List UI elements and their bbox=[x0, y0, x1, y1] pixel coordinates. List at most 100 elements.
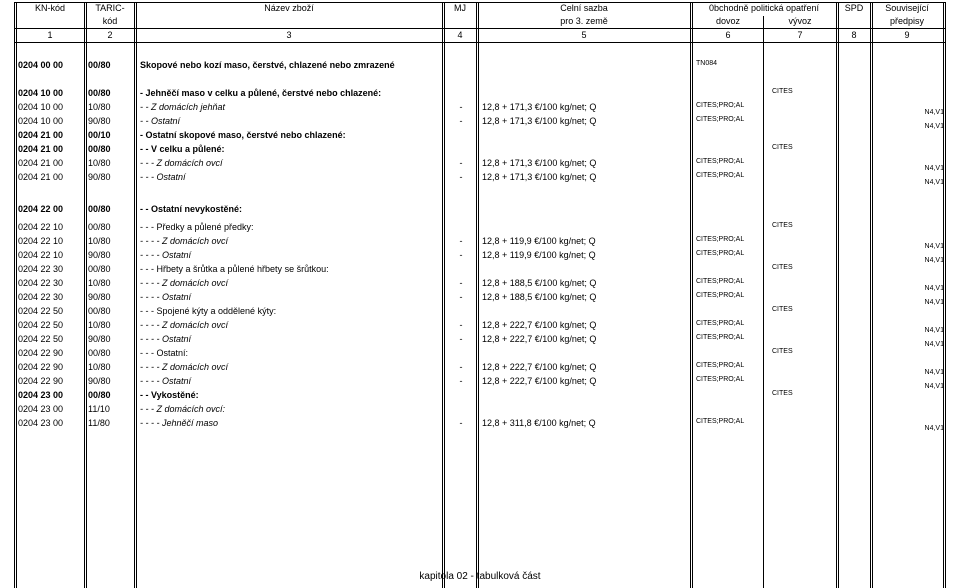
cell-taric: 00/80 bbox=[88, 88, 136, 98]
cell-mj: - bbox=[446, 236, 476, 246]
hdr-souv-sub: předpisy bbox=[872, 16, 942, 26]
col-div-7 bbox=[870, 2, 871, 42]
cell-souv: N4,V1 bbox=[880, 341, 944, 348]
table-row: 0204 22 1000/80- - - Předky a půlené pře… bbox=[14, 222, 946, 236]
hdr-mj: MJ bbox=[446, 3, 474, 13]
table-body: 0204 00 0000/80Skopové nebo kozí maso, č… bbox=[14, 60, 946, 560]
cell-souv: N4,V1 bbox=[880, 285, 944, 292]
cell-souv: N4,V1 bbox=[880, 109, 944, 116]
cell-taric: 10/80 bbox=[88, 158, 136, 168]
cell-taric: 90/80 bbox=[88, 250, 136, 260]
cell-text: - - - - Z domácích ovcí bbox=[140, 278, 446, 288]
table-row: 0204 22 5090/80- - - - Ostatní-12,8 + 22… bbox=[14, 334, 946, 348]
cell-taric: 10/80 bbox=[88, 102, 136, 112]
cell-value: 12,8 + 311,8 €/100 kg/net; Q bbox=[482, 418, 694, 428]
cell-taric: 90/80 bbox=[88, 292, 136, 302]
cell-taric: 90/80 bbox=[88, 376, 136, 386]
cell-kn: 0204 21 00 bbox=[18, 130, 84, 140]
cell-text: - - - - Z domácích ovcí bbox=[140, 362, 446, 372]
table-row: 0204 21 0000/80- - V celku a půlené:CITE… bbox=[14, 144, 946, 158]
cell-souv: N4,V1 bbox=[880, 369, 944, 376]
cell-souv: N4,V1 bbox=[880, 327, 944, 334]
cell-text: - - Ostatní nevykostěné: bbox=[140, 204, 446, 214]
cell-text: - - - - Ostatní bbox=[140, 292, 446, 302]
cell-mj: - bbox=[446, 102, 476, 112]
cell-kn: 0204 22 90 bbox=[18, 376, 84, 386]
table-row: 0204 22 3010/80- - - - Z domácích ovcí-1… bbox=[14, 278, 946, 292]
cell-dovoz: TN084 bbox=[696, 60, 768, 67]
table-row: 0204 23 0000/80- - Vykostěné:CITES bbox=[14, 390, 946, 404]
cell-kn: 0204 23 00 bbox=[18, 418, 84, 428]
cell-dovoz: CITES;PRO;AL bbox=[696, 334, 768, 341]
hdr-taric-sub: kód bbox=[88, 16, 132, 26]
cell-souv: N4,V1 bbox=[880, 123, 944, 130]
cell-value: 12,8 + 171,3 €/100 kg/net; Q bbox=[482, 172, 694, 182]
table-row: 0204 22 9010/80- - - - Z domácích ovcí-1… bbox=[14, 362, 946, 376]
cell-mj: - bbox=[446, 172, 476, 182]
cell-kn: 0204 00 00 bbox=[18, 60, 84, 70]
table-row: 0204 22 5010/80- - - - Z domácích ovcí-1… bbox=[14, 320, 946, 334]
cell-dovoz: CITES;PRO;AL bbox=[696, 376, 768, 383]
cell-kn: 0204 22 10 bbox=[18, 236, 84, 246]
cell-souv: N4,V1 bbox=[880, 299, 944, 306]
cell-vyvoz: CITES bbox=[772, 306, 844, 313]
table-row: 0204 21 0010/80- - - Z domácích ovcí-12,… bbox=[14, 158, 946, 172]
cell-taric: 90/80 bbox=[88, 334, 136, 344]
cell-kn: 0204 22 00 bbox=[18, 204, 84, 214]
col-div-2 bbox=[134, 2, 135, 42]
cell-kn: 0204 22 50 bbox=[18, 306, 84, 316]
cell-vyvoz: CITES bbox=[772, 222, 844, 229]
cell-text: - - - - Ostatní bbox=[140, 376, 446, 386]
cell-taric: 10/80 bbox=[88, 362, 136, 372]
cell-taric: 11/80 bbox=[88, 418, 136, 428]
cell-taric: 90/80 bbox=[88, 116, 136, 126]
cell-text: - - - - Jehněčí maso bbox=[140, 418, 446, 428]
cell-mj: - bbox=[446, 334, 476, 344]
cell-taric: 00/10 bbox=[88, 130, 136, 140]
cell-kn: 0204 22 30 bbox=[18, 264, 84, 274]
cell-value: 12,8 + 188,5 €/100 kg/net; Q bbox=[482, 278, 694, 288]
cell-text: - - - - Ostatní bbox=[140, 250, 446, 260]
cell-text: - - - Spojené kýty a oddělené kýty: bbox=[140, 306, 446, 316]
cell-taric: 11/10 bbox=[88, 404, 136, 414]
cell-text: - - Z domácích jehňat bbox=[140, 102, 446, 112]
hdr-dovoz: dovoz bbox=[694, 16, 762, 26]
cell-vyvoz: CITES bbox=[772, 144, 844, 151]
cell-text: - - - Z domácích ovcí: bbox=[140, 404, 446, 414]
cell-souv: N4,V1 bbox=[880, 257, 944, 264]
cell-vyvoz: CITES bbox=[772, 264, 844, 271]
cell-text: - Jehněčí maso v celku a půlené, čerstvé… bbox=[140, 88, 446, 98]
table-row: 0204 21 0090/80- - - Ostatní-12,8 + 171,… bbox=[14, 172, 946, 186]
page-footer: kapitola 02 - tabulková část bbox=[0, 571, 960, 582]
table-row: 0204 22 1090/80- - - - Ostatní-12,8 + 11… bbox=[14, 250, 946, 264]
hdr-n6: 6 bbox=[694, 30, 762, 40]
cell-value: 12,8 + 188,5 €/100 kg/net; Q bbox=[482, 292, 694, 302]
cell-mj: - bbox=[446, 418, 476, 428]
hdr-souv: Související bbox=[872, 3, 942, 13]
cell-value: 12,8 + 171,3 €/100 kg/net; Q bbox=[482, 158, 694, 168]
table-row: 0204 22 3090/80- - - - Ostatní-12,8 + 18… bbox=[14, 292, 946, 306]
hdr-n2: 2 bbox=[88, 30, 132, 40]
cell-text: - - V celku a půlené: bbox=[140, 144, 446, 154]
cell-souv: N4,V1 bbox=[880, 165, 944, 172]
cell-text: - - - Ostatní bbox=[140, 172, 446, 182]
hdr-taric: TARIC- bbox=[88, 3, 132, 13]
cell-kn: 0204 22 50 bbox=[18, 334, 84, 344]
col-div-dovoz-vyvoz bbox=[763, 16, 764, 42]
cell-mj: - bbox=[446, 158, 476, 168]
cell-souv: N4,V1 bbox=[880, 179, 944, 186]
cell-text: - - Ostatní bbox=[140, 116, 446, 126]
hdr-sazba: Celní sazba bbox=[480, 3, 688, 13]
cell-kn: 0204 22 90 bbox=[18, 362, 84, 372]
cell-dovoz: CITES;PRO;AL bbox=[696, 292, 768, 299]
hdr-nazev: Název zboží bbox=[138, 3, 440, 13]
table-row: 0204 10 0010/80- - Z domácích jehňat-12,… bbox=[14, 102, 946, 116]
cell-dovoz: CITES;PRO;AL bbox=[696, 250, 768, 257]
hdr-n1: 1 bbox=[18, 30, 82, 40]
cell-text: - - Vykostěné: bbox=[140, 390, 446, 400]
cell-kn: 0204 23 00 bbox=[18, 404, 84, 414]
cell-value: 12,8 + 222,7 €/100 kg/net; Q bbox=[482, 362, 694, 372]
cell-taric: 00/80 bbox=[88, 348, 136, 358]
cell-text: - - - Předky a půlené předky: bbox=[140, 222, 446, 232]
cell-dovoz: CITES;PRO;AL bbox=[696, 362, 768, 369]
